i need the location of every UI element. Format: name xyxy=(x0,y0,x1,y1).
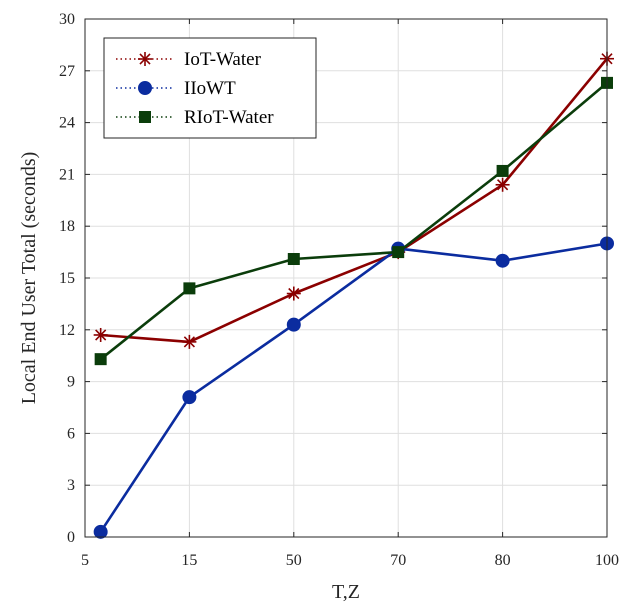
x-axis-ticks: 5 15 50 70 80 100 xyxy=(81,19,619,569)
legend-label: IIoWT xyxy=(184,78,236,99)
y-tick-label: 3 xyxy=(67,477,75,494)
series-group xyxy=(93,51,614,539)
asterisk-stroke xyxy=(288,287,300,300)
y-tick-label: 0 xyxy=(67,529,75,546)
square-marker xyxy=(94,353,107,366)
legend-entry: RIoT-Water xyxy=(116,107,274,128)
asterisk-marker xyxy=(138,52,152,66)
circle-marker xyxy=(138,81,152,95)
series-line xyxy=(99,81,608,361)
asterisk-marker xyxy=(286,286,301,301)
y-tick-label: 21 xyxy=(59,166,75,183)
legend-entry: IoT-Water xyxy=(116,49,262,70)
legend-entry: IIoWT xyxy=(116,78,236,99)
y-tick-label: 30 xyxy=(59,11,75,28)
y-tick-label: 9 xyxy=(67,374,75,391)
x-tick-label: 100 xyxy=(595,552,619,569)
circle-marker xyxy=(93,524,108,539)
asterisk-stroke xyxy=(139,53,151,65)
series-line xyxy=(99,242,608,533)
x-axis-title: T,Z xyxy=(332,581,360,603)
y-axis-title: Local End User Total (seconds) xyxy=(18,152,40,405)
y-tick-label: 18 xyxy=(59,218,75,235)
y-tick-label: 15 xyxy=(59,270,75,287)
y-tick-label: 12 xyxy=(59,322,75,339)
asterisk-marker xyxy=(495,177,510,192)
x-tick-label: 15 xyxy=(181,552,197,569)
legend-label: IoT-Water xyxy=(184,49,262,70)
x-tick-label: 5 xyxy=(81,552,89,569)
asterisk-marker xyxy=(182,334,197,349)
circle-marker xyxy=(286,317,301,332)
series-line xyxy=(100,57,609,344)
x-tick-label: 50 xyxy=(286,552,302,569)
asterisk-stroke xyxy=(95,329,107,341)
y-tick-label: 24 xyxy=(59,115,75,132)
square-marker xyxy=(183,282,196,295)
asterisk-stroke xyxy=(183,336,196,348)
legend-label: RIoT-Water xyxy=(184,107,274,128)
circle-marker xyxy=(182,390,197,405)
x-tick-label: 70 xyxy=(390,552,406,569)
series-riot-water xyxy=(94,76,613,366)
square-marker xyxy=(139,111,151,123)
y-tick-label: 27 xyxy=(59,63,75,80)
square-marker xyxy=(496,164,509,177)
y-tick-label: 6 xyxy=(67,425,75,442)
plot-frame xyxy=(84,18,608,538)
x-tick-label: 80 xyxy=(495,552,511,569)
asterisk-stroke xyxy=(496,179,509,191)
asterisk-marker xyxy=(93,327,108,342)
series-iiowt xyxy=(93,236,614,539)
y-axis-ticks: 0 3 6 9 12 15 18 21 24 27 30 xyxy=(59,11,607,546)
square-marker xyxy=(392,246,405,259)
circle-marker xyxy=(495,253,510,268)
square-marker xyxy=(287,253,300,266)
legend: IoT-Water IIoWT RIoT-Water xyxy=(103,37,317,139)
